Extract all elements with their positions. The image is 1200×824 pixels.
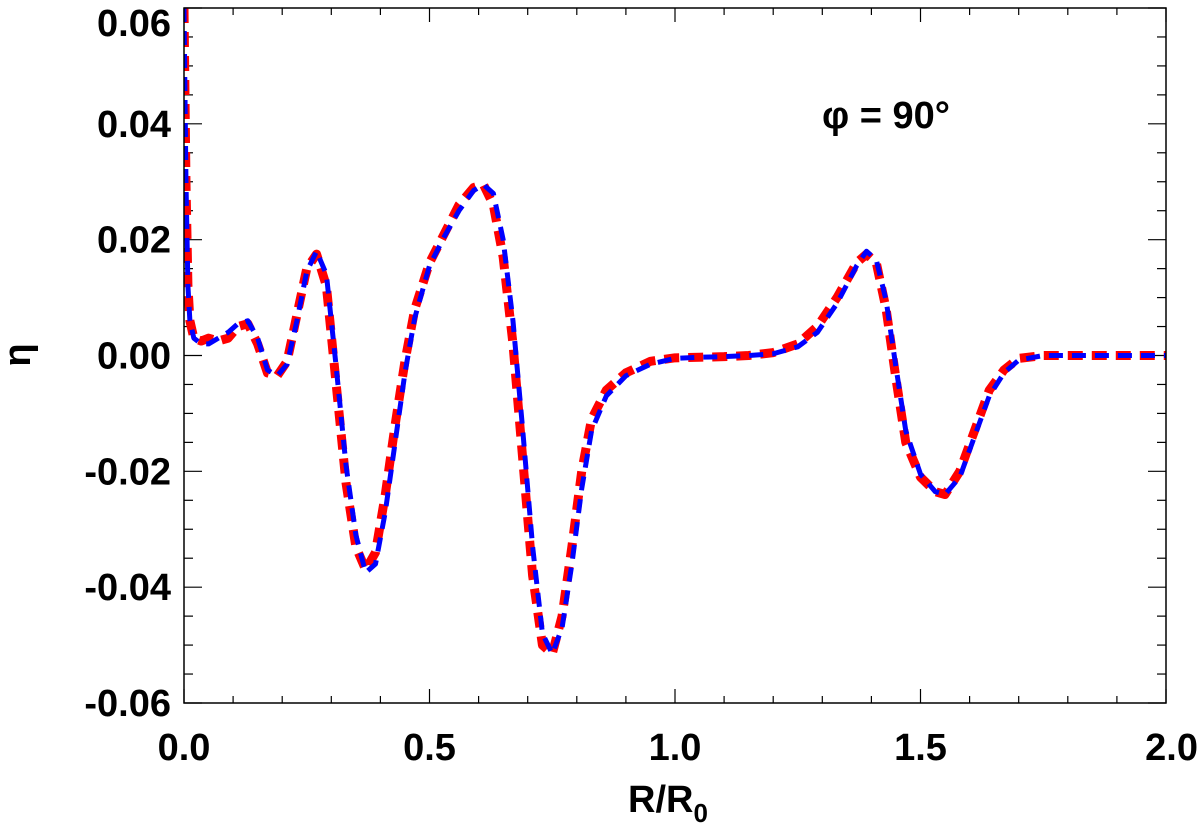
- phi-annotation: φ = 90°: [822, 95, 950, 137]
- x-axis-label-main: R/R: [628, 779, 693, 821]
- plot-frame: [183, 7, 1167, 704]
- series-line-2: [184, 8, 1166, 657]
- axis-ticks: [183, 7, 1167, 704]
- y-tick-label: 0.06: [97, 3, 171, 45]
- x-tick-label: 0.5: [403, 727, 456, 769]
- y-tick-label: 0.02: [97, 220, 171, 262]
- y-axis-label: η: [0, 343, 39, 366]
- y-tick-label: 0.04: [97, 104, 171, 146]
- y-tick-labels: -0.06 -0.04 -0.02 0.00 0.02 0.04 0.06: [84, 3, 171, 725]
- x-tick-label: 2.0: [1145, 727, 1198, 769]
- x-tick-label: 1.5: [894, 727, 947, 769]
- y-tick-label: -0.04: [84, 567, 171, 609]
- x-tick-label: 0.0: [158, 727, 211, 769]
- y-tick-label: 0.00: [97, 336, 171, 378]
- x-tick-labels: 0.0 0.5 1.0 1.5 2.0: [158, 727, 1198, 769]
- x-tick-label: 1.0: [649, 727, 702, 769]
- series-layer: [184, 8, 1166, 659]
- x-axis-label: R/R0: [628, 779, 708, 824]
- x-axis-label-subscript: 0: [693, 798, 707, 824]
- y-tick-label: -0.02: [84, 451, 171, 493]
- y-tick-label: -0.06: [84, 683, 171, 725]
